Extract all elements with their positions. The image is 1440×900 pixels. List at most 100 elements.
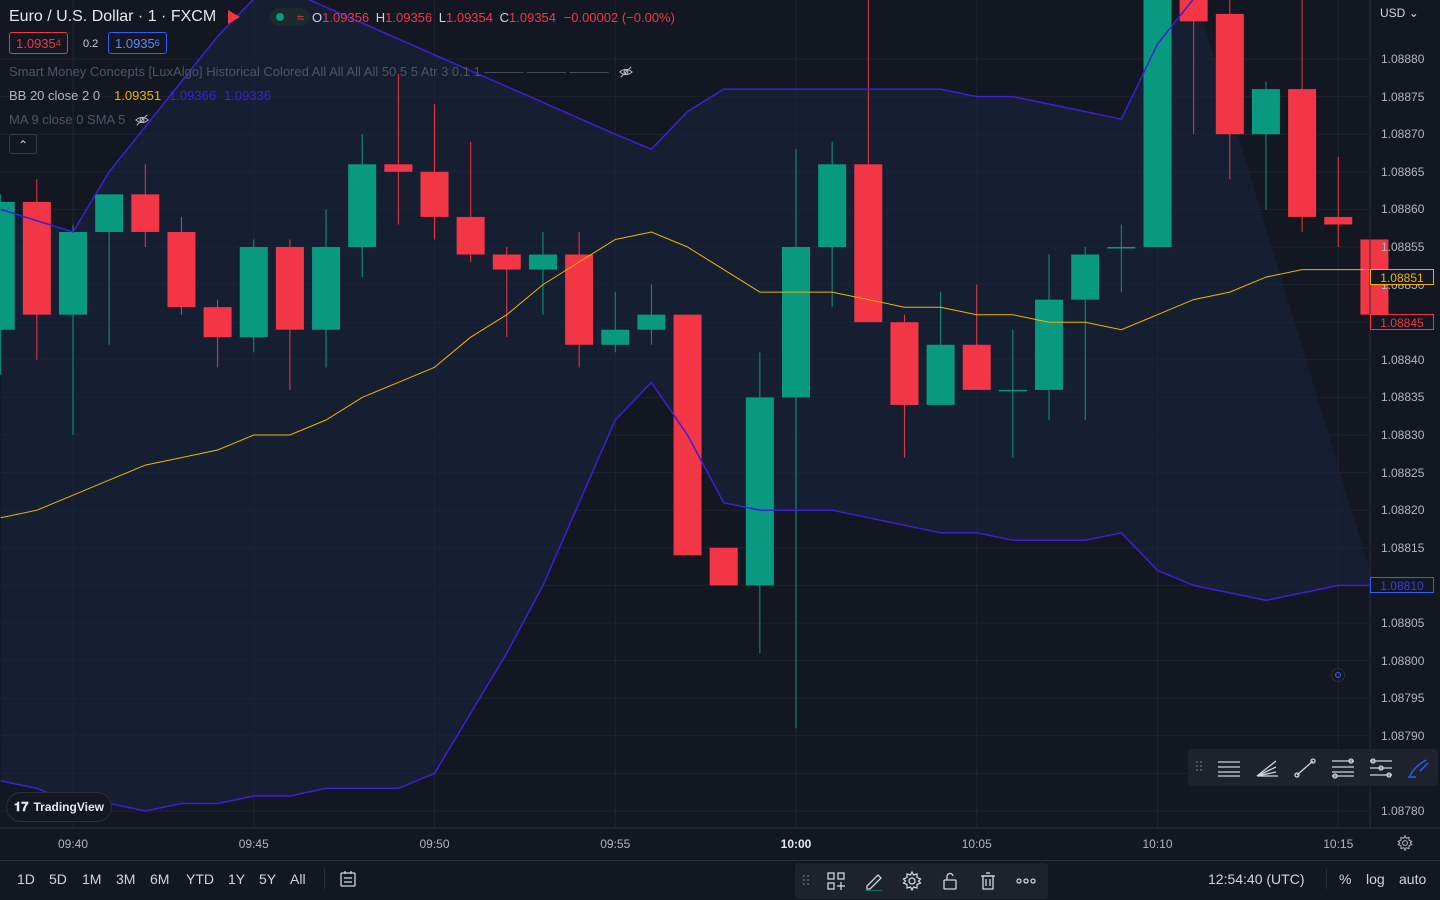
range-3m-button[interactable]: 3M [116, 871, 136, 887]
candle-body [0, 201, 15, 330]
candle-body [384, 164, 413, 172]
time-tick-label: 09:50 [419, 837, 450, 851]
currency-button[interactable]: USD ⌄ [1380, 6, 1419, 20]
time-tick-label: 09:40 [57, 837, 89, 851]
range-1d-button[interactable]: 1D [17, 871, 35, 887]
open-key: O [312, 10, 323, 25]
tradingview-logo[interactable]: 𝟏𝟕 TradingView [6, 792, 112, 822]
bottom-toolbar[interactable]: 1D 5D 1M 3M 6M YTD 1Y 5Y All 12:54:40 (U… [0, 860, 1440, 896]
candle [312, 209, 341, 368]
price-tick-label: 1.08825 [1381, 465, 1425, 480]
candle [420, 104, 449, 240]
candle [890, 314, 919, 458]
price-tick-label: 1.08865 [1381, 164, 1425, 179]
candle-body [998, 389, 1027, 392]
range-all-button[interactable]: All [290, 871, 306, 887]
candle-body [348, 164, 377, 247]
low-key: L [438, 10, 446, 25]
drawing-toolbar[interactable]: ⠿ [1188, 749, 1438, 786]
chart-settings-icon[interactable] [1397, 835, 1413, 851]
trash-icon[interactable] [969, 866, 1007, 896]
candle-body [420, 171, 449, 217]
indicator-smc-legend[interactable]: Smart Money Concepts [LuxAlgo] Historica… [9, 64, 633, 79]
currency-label: USD [1380, 6, 1406, 20]
buy-button[interactable]: 1.0935 6 [108, 32, 167, 54]
price-tick-label: 1.08835 [1381, 390, 1425, 405]
candle [131, 164, 160, 247]
percent-button[interactable]: % [1339, 871, 1352, 887]
candle-body [565, 254, 594, 345]
bb-lower-line [0, 381, 1375, 812]
candle [1179, 0, 1208, 135]
time-tick-label: 10:05 [961, 837, 992, 851]
pencil-icon[interactable] [855, 866, 893, 896]
candle-body [637, 314, 666, 330]
settings-gear-icon[interactable] [893, 866, 931, 896]
candle [745, 352, 774, 654]
hidden-eye-icon[interactable] [618, 65, 633, 79]
utc-clock[interactable]: 12:54:40 (UTC) [1208, 871, 1305, 887]
object-toolbar[interactable]: ⠿ [795, 863, 1048, 899]
add-object-icon[interactable] [817, 866, 855, 896]
collapse-legend-button[interactable]: ⌃ [9, 134, 37, 154]
candle [456, 141, 485, 263]
price-chart[interactable] [0, 0, 1440, 860]
candle-body [601, 329, 630, 345]
candle-body [239, 247, 268, 338]
candle [926, 292, 955, 405]
symbol-header[interactable]: Euro / U.S. Dollar · 1 · FXCM ≈ [9, 7, 311, 27]
symbol-title[interactable]: Euro / U.S. Dollar · 1 · FXCM [9, 8, 217, 25]
target-icon[interactable] [1331, 668, 1345, 682]
toolbar-divider [1326, 869, 1327, 889]
candle-body [890, 322, 919, 405]
hidden-eye-icon[interactable] [135, 113, 150, 127]
log-button[interactable]: log [1366, 871, 1385, 887]
range-5d-button[interactable]: 5D [49, 871, 67, 887]
goto-date-icon[interactable] [339, 870, 357, 888]
sell-button[interactable]: 1.0935 4 [9, 32, 68, 54]
bb-upper-value: 1.09366 [169, 88, 217, 103]
candle-body [1107, 247, 1136, 249]
fib-retracement-icon[interactable] [1324, 753, 1362, 783]
brush-icon[interactable] [1400, 753, 1438, 783]
range-ytd-button[interactable]: YTD [186, 871, 214, 887]
high-key: H [375, 10, 386, 25]
more-options-icon[interactable] [1007, 866, 1045, 896]
price-tick-label: 1.08860 [1381, 202, 1425, 217]
candle-body [203, 307, 232, 338]
sell-price: 1.0935 [16, 35, 56, 51]
candle [95, 194, 124, 345]
flag-icon[interactable] [228, 10, 241, 24]
market-status-pill[interactable]: ≈ [270, 8, 311, 26]
drag-handle-icon[interactable]: ⠿ [1193, 759, 1205, 775]
candle [1251, 81, 1280, 210]
candle-body [528, 254, 557, 270]
candle [492, 247, 521, 338]
time-tick-label: 09:45 [238, 837, 269, 851]
range-5y-button[interactable]: 5Y [259, 871, 277, 887]
time-tick-label: 10:00 [780, 837, 812, 851]
fib-channel-icon[interactable] [1362, 753, 1400, 783]
auto-button[interactable]: auto [1399, 871, 1427, 887]
candle-body [131, 194, 160, 232]
indicator-bb-legend[interactable]: BB 20 close 2 0 1.09351 1.09366 1.09336 [9, 88, 271, 103]
range-6m-button[interactable]: 6M [150, 871, 170, 887]
range-1m-button[interactable]: 1M [82, 871, 102, 887]
indicator-ma-legend[interactable]: MA 9 close 0 SMA 5 [9, 112, 150, 127]
candle [275, 239, 304, 390]
horizontal-lines-icon[interactable] [1210, 753, 1248, 783]
drag-handle-icon[interactable]: ⠿ [800, 872, 812, 889]
fib-fan-icon[interactable] [1248, 753, 1286, 783]
logo-text: TradingView [33, 800, 104, 814]
candle-body [926, 344, 955, 405]
range-1y-button[interactable]: 1Y [228, 871, 246, 887]
candle-body [167, 231, 196, 308]
time-tick-label: 09:55 [600, 837, 631, 851]
candle-body [1035, 299, 1064, 390]
candle [59, 224, 87, 435]
price-tick-label: 1.08800 [1381, 653, 1425, 668]
trend-line-icon[interactable] [1286, 753, 1324, 783]
unlock-icon[interactable] [931, 866, 969, 896]
spread-value: 0.2 [83, 38, 99, 50]
candle [1071, 247, 1100, 420]
